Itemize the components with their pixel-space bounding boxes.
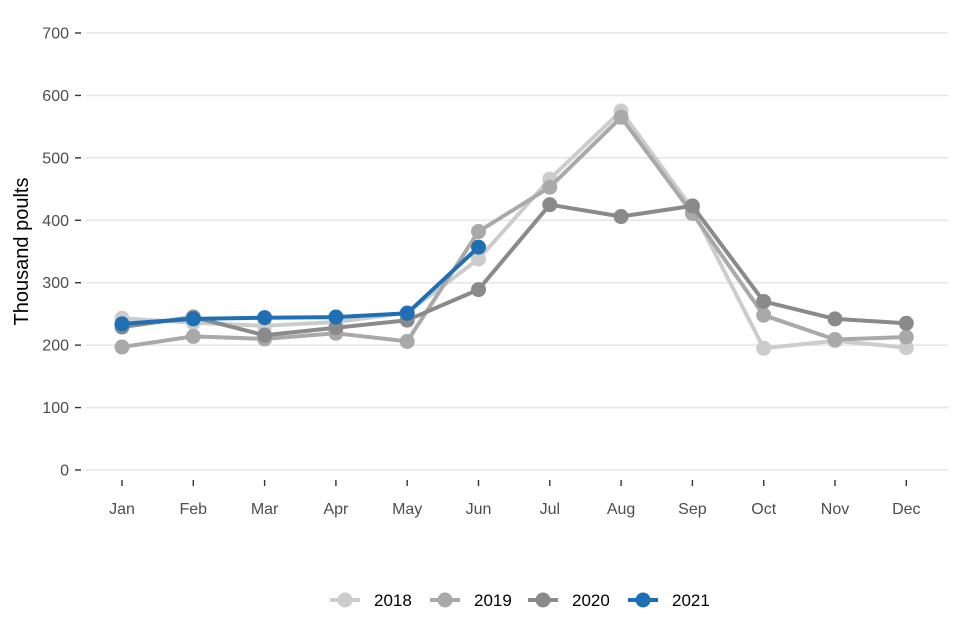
legend-label: 2019 (474, 591, 512, 610)
data-point (756, 340, 772, 356)
legend-item-2018: 2018 (330, 591, 412, 610)
y-tick-label: 700 (42, 26, 69, 43)
data-point (684, 198, 700, 214)
data-point (471, 251, 486, 267)
data-point (613, 209, 629, 225)
legend-item-2021: 2021 (628, 591, 710, 610)
legend-key-point (635, 592, 651, 608)
data-point (328, 309, 344, 325)
x-tick-label: Jan (109, 501, 135, 518)
x-tick-label: Apr (323, 501, 349, 518)
gridlines (86, 32, 948, 471)
y-tick-label: 200 (42, 338, 69, 355)
data-point (827, 332, 843, 348)
series-group (114, 103, 914, 356)
data-point (328, 320, 344, 336)
x-tick-label: Feb (180, 501, 208, 518)
data-point (399, 333, 415, 349)
data-point (613, 109, 629, 125)
legend-key-point (535, 592, 551, 608)
y-tick-label: 500 (42, 150, 69, 167)
x-tick-label: Aug (607, 501, 635, 518)
legend-key-point (337, 592, 353, 608)
data-point (185, 328, 201, 344)
data-point (257, 310, 273, 326)
series-line-2020 (120, 202, 909, 338)
data-point (185, 311, 201, 327)
data-point (898, 329, 914, 345)
data-point (114, 339, 130, 355)
x-tick-label: Nov (821, 501, 849, 518)
series-line-2019 (120, 115, 909, 349)
series-2020 (114, 197, 914, 343)
data-point (542, 197, 558, 213)
series-line-2021 (120, 245, 481, 326)
data-point (542, 179, 558, 195)
legend-key-point (437, 592, 453, 608)
data-point (399, 305, 415, 321)
data-point (898, 315, 914, 331)
data-point (756, 307, 772, 323)
x-tick-label: Jul (540, 501, 560, 518)
series-2021 (114, 239, 486, 332)
y-tick-label: 300 (42, 275, 69, 292)
x-axis: Jan Feb Mar Apr May Jun Jul Aug Sep Oct Nov Dec (109, 480, 921, 518)
data-point (471, 239, 486, 255)
data-point (471, 282, 486, 298)
data-point (756, 293, 772, 309)
x-tick-label: Mar (251, 501, 279, 518)
y-tick-label: 100 (42, 400, 69, 417)
x-tick-label: Jun (466, 501, 492, 518)
data-point (827, 311, 843, 327)
data-point (471, 224, 486, 240)
x-tick-label: Dec (892, 501, 920, 518)
data-point (257, 327, 273, 343)
legend-item-2020: 2020 (528, 591, 610, 610)
y-tick-label: 0 (60, 463, 69, 480)
series-line-2018 (120, 109, 909, 351)
data-point (898, 340, 914, 356)
y-tick-label: 600 (42, 88, 69, 105)
x-tick-label: Sep (678, 501, 707, 518)
y-axis: 0 100 200 300 400 500 600 700 (42, 26, 81, 480)
y-tick-label: 400 (42, 213, 69, 230)
x-tick-label: May (392, 501, 422, 518)
legend-label: 2021 (672, 591, 710, 610)
legend-item-2019: 2019 (430, 591, 512, 610)
x-tick-label: Oct (751, 501, 776, 518)
legend-label: 2020 (572, 591, 610, 610)
data-point (114, 316, 130, 332)
y-axis-title: Thousand poults (11, 178, 33, 326)
legend: 2018 2019 2020 2021 (330, 591, 710, 610)
legend-label: 2018 (374, 591, 412, 610)
